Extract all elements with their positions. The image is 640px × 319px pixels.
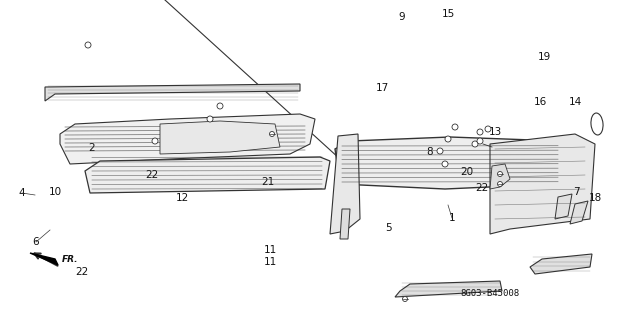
Circle shape (485, 126, 491, 132)
Circle shape (269, 131, 275, 137)
Text: 4: 4 (19, 188, 26, 198)
Circle shape (217, 103, 223, 109)
Text: 22: 22 (145, 170, 159, 180)
Circle shape (85, 42, 91, 48)
Text: 17: 17 (376, 83, 388, 93)
Polygon shape (335, 137, 568, 189)
Circle shape (497, 172, 502, 176)
Circle shape (442, 161, 448, 167)
Circle shape (477, 129, 483, 135)
Text: 9: 9 (399, 12, 405, 22)
Text: 22: 22 (76, 267, 88, 277)
Text: 8G03-B45008: 8G03-B45008 (460, 290, 520, 299)
Circle shape (472, 141, 478, 147)
Polygon shape (395, 281, 502, 297)
Text: 1: 1 (449, 213, 455, 223)
Text: 11: 11 (264, 245, 276, 255)
Text: 5: 5 (385, 223, 391, 233)
Polygon shape (570, 201, 588, 224)
Circle shape (437, 148, 443, 154)
Text: 6: 6 (33, 237, 39, 247)
Circle shape (152, 138, 158, 144)
Polygon shape (340, 209, 350, 239)
Text: 14: 14 (568, 97, 582, 107)
Text: FR.: FR. (62, 255, 79, 263)
Text: 18: 18 (588, 193, 602, 203)
Polygon shape (490, 134, 595, 234)
Text: 3: 3 (189, 127, 195, 137)
Text: 11: 11 (264, 257, 276, 267)
Polygon shape (45, 84, 300, 101)
Polygon shape (160, 121, 280, 154)
Text: 19: 19 (538, 52, 550, 62)
Text: 7: 7 (573, 187, 579, 197)
Text: 13: 13 (488, 127, 502, 137)
Text: 2: 2 (89, 143, 95, 153)
Circle shape (452, 124, 458, 130)
Polygon shape (30, 253, 58, 265)
Text: 8: 8 (427, 147, 433, 157)
Polygon shape (85, 157, 330, 193)
Ellipse shape (591, 113, 603, 135)
Text: 22: 22 (476, 183, 488, 193)
Text: 15: 15 (442, 9, 454, 19)
Text: 21: 21 (261, 177, 275, 187)
Text: 10: 10 (49, 187, 61, 197)
Circle shape (445, 136, 451, 142)
Circle shape (403, 296, 408, 301)
Text: 12: 12 (175, 193, 189, 203)
Circle shape (477, 138, 483, 144)
Polygon shape (330, 134, 360, 234)
Polygon shape (490, 164, 510, 189)
Circle shape (497, 182, 502, 187)
Polygon shape (555, 194, 572, 219)
Polygon shape (60, 114, 315, 164)
Polygon shape (530, 254, 592, 274)
Text: 16: 16 (533, 97, 547, 107)
Circle shape (207, 116, 213, 122)
Text: 20: 20 (460, 167, 474, 177)
